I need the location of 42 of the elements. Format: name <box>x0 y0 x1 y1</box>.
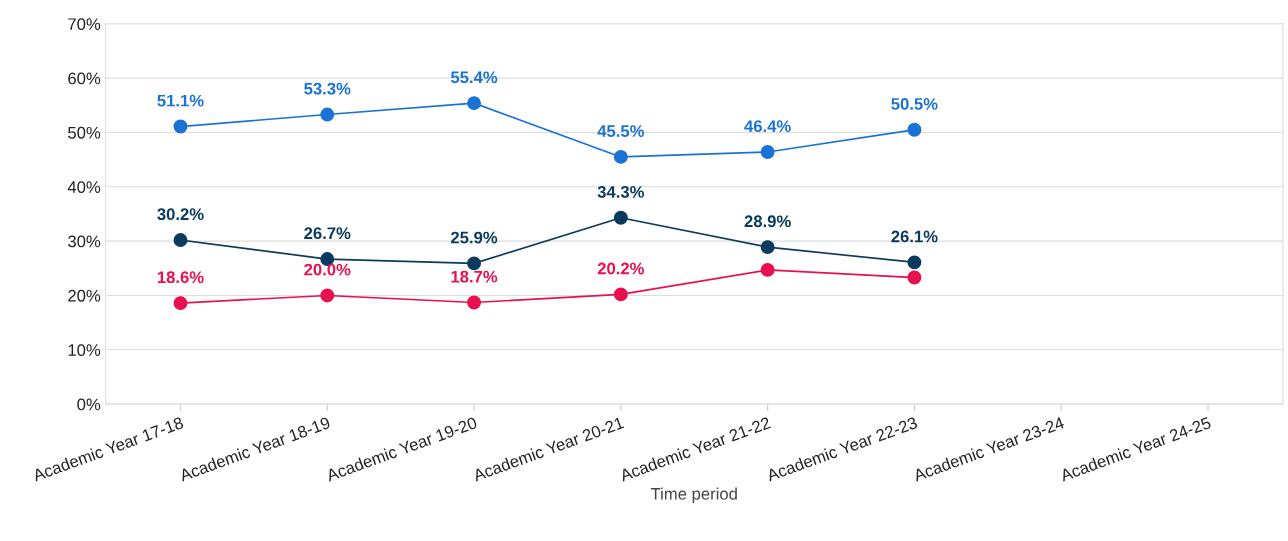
data-label: 18.7% <box>451 270 498 283</box>
y-tick-label: 0% <box>77 398 101 411</box>
x-axis-title: Time period <box>650 487 737 504</box>
point <box>173 296 188 311</box>
point <box>320 288 335 303</box>
point <box>173 233 188 247</box>
point <box>907 255 922 270</box>
point <box>760 240 775 255</box>
y-tick-label: 50% <box>68 126 101 139</box>
y-tick-label: 20% <box>68 289 101 302</box>
y-tick-label: 60% <box>68 72 101 85</box>
data-label: 26.7% <box>304 227 351 240</box>
point <box>467 295 481 310</box>
data-label: 20.0% <box>304 263 351 276</box>
point <box>760 262 775 277</box>
data-label: 26.1% <box>891 230 938 243</box>
data-label: 20.2% <box>597 262 645 275</box>
data-label: 55.4% <box>450 71 498 84</box>
data-label: 25.9% <box>451 231 498 244</box>
data-label: 30.2% <box>157 208 204 221</box>
data-label: 28.9% <box>744 215 791 228</box>
point <box>320 107 335 122</box>
point <box>760 145 775 159</box>
point <box>173 119 188 134</box>
point <box>613 287 628 302</box>
data-label: 53.3% <box>304 82 351 95</box>
point <box>467 96 481 111</box>
y-tick-label: 70% <box>68 18 101 31</box>
point <box>907 122 922 137</box>
y-tick-label: 10% <box>68 344 101 356</box>
data-label: 34.3% <box>597 186 645 198</box>
y-tick-label: 30% <box>68 235 101 248</box>
data-label: 50.5% <box>891 97 938 110</box>
data-label: 46.4% <box>744 120 791 133</box>
data-label: 45.5% <box>597 125 645 137</box>
point <box>613 149 628 164</box>
point <box>613 210 628 225</box>
data-label: 51.1% <box>157 94 204 107</box>
data-label: 18.6% <box>157 271 204 284</box>
y-tick-label: 40% <box>67 181 101 193</box>
point <box>907 270 922 285</box>
point <box>467 256 481 271</box>
